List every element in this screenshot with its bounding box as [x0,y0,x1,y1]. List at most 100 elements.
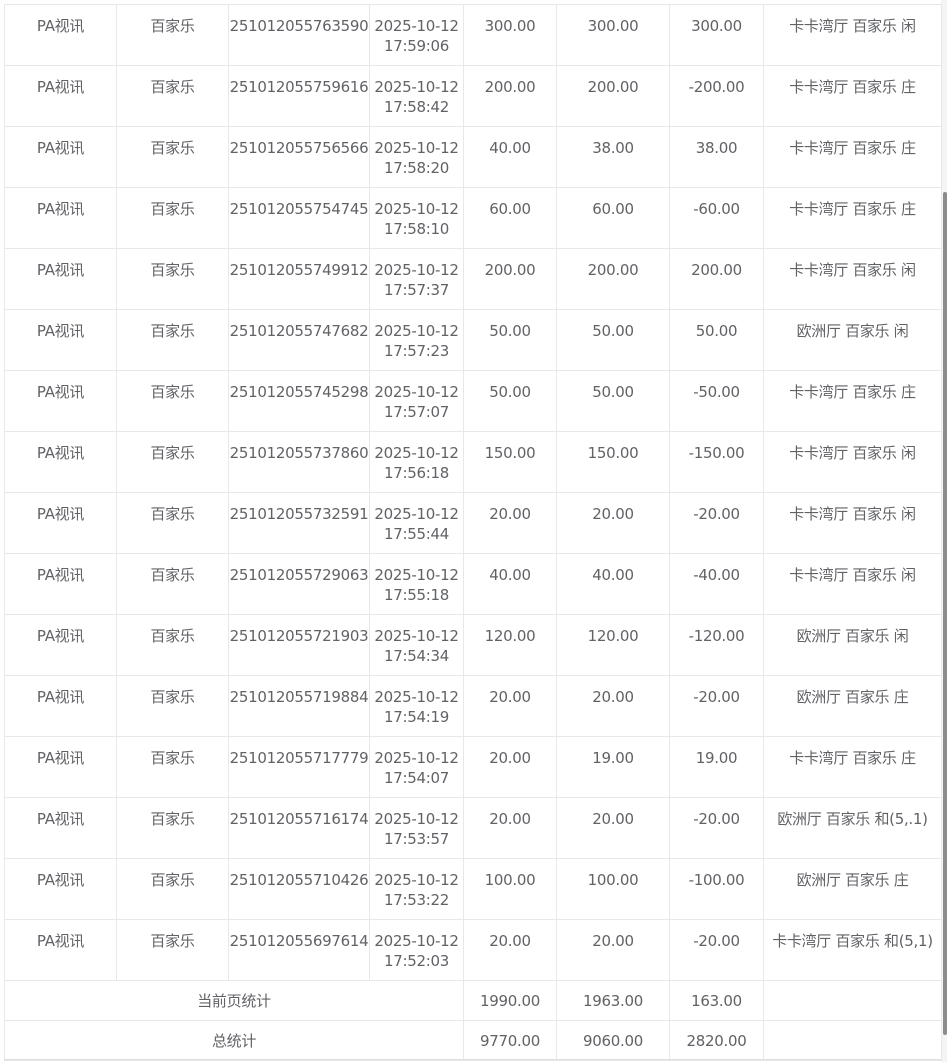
table-row: PA视讯 百家乐 251012055747682 2025-10-12 17:57:2… [4,309,942,371]
valid-bet-cell: 200.00 [556,248,670,310]
order-number-cell: 251012055763590 [228,4,370,66]
table-row: PA视讯 百家乐 251012055710426 2025-10-12 17:53:2… [4,858,942,920]
game-cell: 百家乐 [116,736,229,798]
bet-time-cell: 2025-10-12 17:55:44 [369,492,464,554]
table-row: PA视讯 百家乐 251012055759616 2025-10-12 17:58:4… [4,65,942,127]
win-loss-cell: 19.00 [669,736,764,798]
win-loss-cell: 200.00 [669,248,764,310]
summary-label: 总统计 [4,1020,464,1061]
order-number-cell: 251012055717779 [228,736,370,798]
platform-cell: PA视讯 [4,858,117,920]
platform-cell: PA视讯 [4,614,117,676]
summary-bet-amount: 1990.00 [463,980,557,1021]
valid-bet-cell: 20.00 [556,675,670,737]
platform-cell: PA视讯 [4,797,117,859]
summary-label: 当前页统计 [4,980,464,1021]
bet-detail-cell: 欧洲厅 百家乐 庄 [763,858,942,920]
summary-win-loss: 163.00 [669,980,764,1021]
bet-detail-cell: 卡卡湾厅 百家乐 庄 [763,65,942,127]
bet-amount-cell: 120.00 [463,614,557,676]
bet-detail-cell: 卡卡湾厅 百家乐 庄 [763,126,942,188]
bet-time-cell: 2025-10-12 17:53:57 [369,797,464,859]
win-loss-cell: -40.00 [669,553,764,615]
order-number-cell: 251012055719884 [228,675,370,737]
platform-cell: PA视讯 [4,431,117,493]
valid-bet-cell: 200.00 [556,65,670,127]
win-loss-cell: -20.00 [669,919,764,981]
bet-amount-cell: 60.00 [463,187,557,249]
scrollbar-thumb[interactable] [943,192,947,1035]
win-loss-cell: -120.00 [669,614,764,676]
summary-win-loss: 2820.00 [669,1020,764,1061]
game-cell: 百家乐 [116,492,229,554]
bet-detail-cell: 卡卡湾厅 百家乐 闲 [763,431,942,493]
game-cell: 百家乐 [116,126,229,188]
game-cell: 百家乐 [116,431,229,493]
game-cell: 百家乐 [116,309,229,371]
bet-detail-cell: 卡卡湾厅 百家乐 和(5,1) [763,919,942,981]
table-row: PA视讯 百家乐 251012055719884 2025-10-12 17:54:1… [4,675,942,737]
valid-bet-cell: 50.00 [556,309,670,371]
table-row: PA视讯 百家乐 251012055721903 2025-10-12 17:54:3… [4,614,942,676]
win-loss-cell: -100.00 [669,858,764,920]
summary-empty-cell [763,1020,942,1061]
order-number-cell: 251012055745298 [228,370,370,432]
platform-cell: PA视讯 [4,919,117,981]
platform-cell: PA视讯 [4,553,117,615]
valid-bet-cell: 19.00 [556,736,670,798]
table-row: PA视讯 百家乐 251012055756566 2025-10-12 17:58:2… [4,126,942,188]
win-loss-cell: 50.00 [669,309,764,371]
game-cell: 百家乐 [116,370,229,432]
summary-bet-amount: 9770.00 [463,1020,557,1061]
bet-detail-cell: 卡卡湾厅 百家乐 闲 [763,4,942,66]
order-number-cell: 251012055756566 [228,126,370,188]
bet-amount-cell: 20.00 [463,797,557,859]
valid-bet-cell: 100.00 [556,858,670,920]
win-loss-cell: -200.00 [669,65,764,127]
game-cell: 百家乐 [116,248,229,310]
table-row: PA视讯 百家乐 251012055732591 2025-10-12 17:55:4… [4,492,942,554]
bet-detail-cell: 卡卡湾厅 百家乐 庄 [763,187,942,249]
bet-time-cell: 2025-10-12 17:54:34 [369,614,464,676]
bet-time-cell: 2025-10-12 17:58:42 [369,65,464,127]
table-row: PA视讯 百家乐 251012055716174 2025-10-12 17:53:5… [4,797,942,859]
table-row: PA视讯 百家乐 251012055729063 2025-10-12 17:55:1… [4,553,942,615]
valid-bet-cell: 150.00 [556,431,670,493]
game-cell: 百家乐 [116,858,229,920]
bet-time-cell: 2025-10-12 17:58:10 [369,187,464,249]
order-number-cell: 251012055737860 [228,431,370,493]
game-cell: 百家乐 [116,553,229,615]
order-number-cell: 251012055697614 [228,919,370,981]
bet-time-cell: 2025-10-12 17:57:07 [369,370,464,432]
win-loss-cell: -20.00 [669,492,764,554]
table-row: PA视讯 百家乐 251012055763590 2025-10-12 17:59:0… [4,4,942,66]
order-number-cell: 251012055749912 [228,248,370,310]
valid-bet-cell: 20.00 [556,919,670,981]
win-loss-cell: 300.00 [669,4,764,66]
summary-empty-cell [763,980,942,1021]
bet-time-cell: 2025-10-12 17:54:19 [369,675,464,737]
bet-amount-cell: 50.00 [463,370,557,432]
bet-detail-cell: 欧洲厅 百家乐 庄 [763,675,942,737]
bet-amount-cell: 200.00 [463,65,557,127]
order-number-cell: 251012055721903 [228,614,370,676]
bet-detail-cell: 卡卡湾厅 百家乐 闲 [763,553,942,615]
game-cell: 百家乐 [116,65,229,127]
order-number-cell: 251012055759616 [228,65,370,127]
bet-detail-cell: 卡卡湾厅 百家乐 庄 [763,736,942,798]
table-row: PA视讯 百家乐 251012055717779 2025-10-12 17:54:0… [4,736,942,798]
bet-time-cell: 2025-10-12 17:59:06 [369,4,464,66]
bet-amount-cell: 300.00 [463,4,557,66]
valid-bet-cell: 20.00 [556,797,670,859]
bet-time-cell: 2025-10-12 17:57:23 [369,309,464,371]
platform-cell: PA视讯 [4,736,117,798]
table-row: PA视讯 百家乐 251012055754745 2025-10-12 17:58:1… [4,187,942,249]
order-number-cell: 251012055754745 [228,187,370,249]
order-number-cell: 251012055732591 [228,492,370,554]
win-loss-cell: -50.00 [669,370,764,432]
bet-amount-cell: 20.00 [463,675,557,737]
game-cell: 百家乐 [116,4,229,66]
platform-cell: PA视讯 [4,248,117,310]
order-number-cell: 251012055716174 [228,797,370,859]
valid-bet-cell: 40.00 [556,553,670,615]
